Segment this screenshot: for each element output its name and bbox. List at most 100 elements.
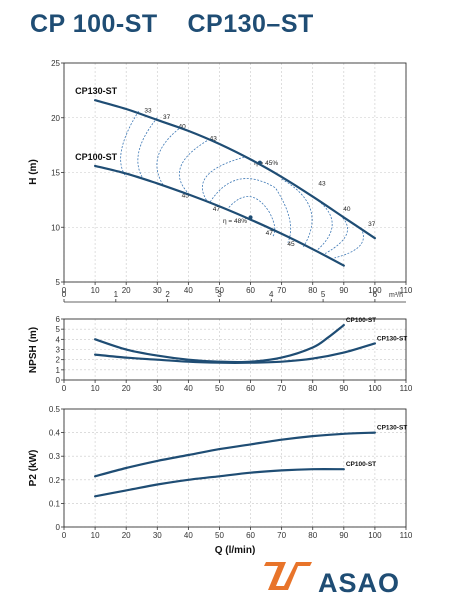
y-tick-label: 0.3 (49, 452, 61, 461)
y-tick-label: 0.2 (49, 476, 61, 485)
series-label: CP100-ST (75, 152, 118, 162)
x-tick-label: 80 (308, 286, 317, 295)
x-tick-label: 90 (339, 531, 348, 540)
x-tick-label: 90 (339, 384, 348, 393)
secondary-x-tick-label: 1 (114, 290, 119, 299)
x-tick-label: 60 (246, 531, 255, 540)
x-tick-label: 70 (277, 531, 286, 540)
plot-frame (63, 408, 407, 528)
efficiency-label: 47 (266, 230, 274, 237)
y-tick-label: 1 (56, 366, 61, 375)
secondary-x-tick-label: 4 (269, 290, 274, 299)
efficiency-label: 37 (368, 221, 376, 228)
x-tick-label: 100 (368, 286, 382, 295)
y-tick-label: 0 (56, 523, 61, 532)
x-tick-label: 20 (122, 531, 131, 540)
series-label: CP100-ST (346, 461, 376, 468)
efficiency-label: η = 48% (223, 218, 247, 225)
page-title: CP 100-ST CP130–ST (30, 10, 314, 38)
secondary-x-tick-label: 0 (62, 290, 67, 299)
x-tick-label: 40 (184, 286, 193, 295)
efficiency-contour (209, 178, 291, 243)
x-tick-label: 80 (308, 384, 317, 393)
x-tick-label: 0 (62, 384, 67, 393)
x-tick-label: 100 (368, 384, 382, 393)
series-label: CP130-ST (377, 425, 407, 432)
x-tick-label: 100 (368, 531, 382, 540)
y-tick-label: 10 (51, 223, 60, 232)
y-axis-label: H (m) (28, 159, 39, 185)
x-tick-label: 110 (400, 384, 413, 393)
y-tick-label: 20 (51, 114, 60, 123)
efficiency-label: 45 (182, 193, 190, 200)
y-tick-label: 25 (51, 59, 60, 68)
x-tick-label: 10 (91, 531, 100, 540)
efficiency-contour (120, 110, 139, 178)
x-tick-label: 20 (122, 384, 131, 393)
y-tick-label: 15 (51, 169, 60, 178)
x-tick-label: 10 (91, 286, 100, 295)
efficiency-contour (202, 156, 245, 202)
y-tick-label: 5 (56, 278, 61, 287)
x-tick-label: 90 (339, 286, 348, 295)
brand-name: ASAO (318, 568, 401, 598)
y-axis-label: P2 (kW) (28, 450, 39, 487)
series-line-cp100-st (94, 468, 345, 498)
efficiency-contour (228, 196, 276, 238)
efficiency-label: 33 (144, 107, 152, 114)
power-curve-panel: 0 0.1 0.2 0.3 0.4 0.5 0 10 20 30 40 50 60 70 80 90 100 11… (28, 405, 413, 556)
asao-logo-icon (264, 562, 312, 590)
x-tick-label: 40 (184, 531, 193, 540)
series-line-cp130-st (94, 342, 376, 364)
x-axis-label: Q (l/min) (215, 545, 256, 556)
efficiency-contour (178, 140, 208, 194)
series-line-cp130-st (94, 99, 376, 240)
secondary-x-unit: m³/h (389, 292, 403, 299)
efficiency-contour (334, 231, 364, 259)
y-tick-label: 0.5 (49, 405, 61, 414)
x-tick-label: 50 (215, 531, 224, 540)
y-tick-label: 0.4 (49, 429, 61, 438)
efficiency-label: 40 (179, 124, 187, 131)
x-tick-label: 0 (62, 531, 67, 540)
efficiency-label: 47 (213, 206, 221, 213)
secondary-x-tick-label: 6 (373, 290, 378, 299)
x-tick-label: 70 (277, 384, 286, 393)
efficiency-label: η = 45% (254, 160, 278, 167)
secondary-x-tick-label: 2 (165, 290, 170, 299)
x-tick-label: 110 (400, 286, 413, 295)
x-tick-label: 110 (400, 531, 413, 540)
efficiency-label: 37 (163, 114, 171, 121)
efficiency-label: 40 (343, 206, 351, 213)
y-tick-label: 2 (56, 356, 61, 365)
efficiency-contour (281, 178, 313, 248)
series-line-cp100-st (94, 164, 345, 267)
x-tick-label: 60 (246, 286, 255, 295)
x-tick-label: 30 (153, 531, 162, 540)
efficiency-contour (324, 212, 348, 254)
y-axis-label: NPSH (m) (28, 327, 39, 373)
x-tick-label: 50 (215, 286, 224, 295)
x-tick-label: 20 (122, 286, 131, 295)
efficiency-contour (156, 128, 180, 186)
x-tick-label: 0 (62, 286, 67, 295)
y-tick-label: 0 (56, 376, 61, 385)
x-tick-label: 30 (153, 384, 162, 393)
x-tick-label: 10 (91, 384, 100, 393)
y-tick-label: 6 (56, 315, 61, 324)
y-tick-label: 5 (56, 325, 61, 334)
y-tick-label: 3 (56, 346, 61, 355)
x-tick-label: 40 (184, 384, 193, 393)
secondary-x-tick-label: 3 (217, 290, 222, 299)
efficiency-label: 43 (318, 181, 326, 188)
efficiency-contour (312, 196, 333, 252)
x-tick-label: 60 (246, 384, 255, 393)
x-tick-label: 70 (277, 286, 286, 295)
series-label: CP130-ST (75, 86, 118, 96)
efficiency-contour (137, 117, 158, 182)
y-tick-label: 4 (56, 335, 61, 344)
series-label: CP130-ST (377, 335, 407, 342)
